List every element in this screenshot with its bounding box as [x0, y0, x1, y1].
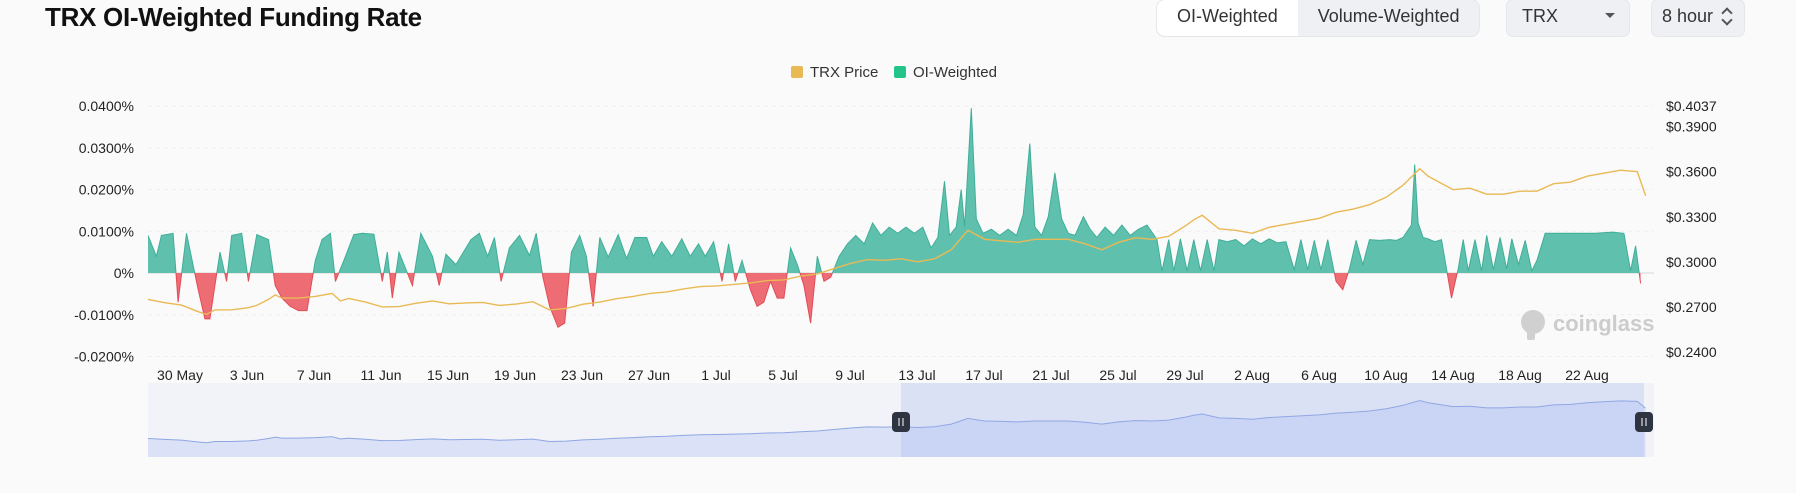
x-tick-label: 11 Jun: [361, 367, 402, 383]
x-tick-label: 29 Jul: [1166, 367, 1203, 383]
y-left-tick-label: 0.0400%: [79, 98, 134, 114]
tab-oi-weighted[interactable]: OI-Weighted: [1157, 0, 1298, 36]
coin-select[interactable]: TRX: [1507, 0, 1629, 36]
y-right-tick-label: $0.3600: [1666, 164, 1717, 180]
interval-stepper[interactable]: 8 hour: [1652, 0, 1744, 36]
oi-weighted-line-positive: [148, 108, 1640, 273]
x-tick-label: 19 Jun: [494, 367, 536, 383]
coinglass-logo-icon: [1527, 330, 1535, 340]
x-tick-label: 27 Jun: [628, 367, 670, 383]
y-right-tick-label: $0.3900: [1666, 119, 1717, 135]
y-right-tick-label: $0.2700: [1666, 299, 1717, 315]
y-left-tick-label: -0.0100%: [74, 307, 134, 323]
x-tick-label: 13 Jul: [898, 367, 935, 383]
range-navigator: [147, 383, 1654, 457]
x-tick-label: 22 Aug: [1565, 367, 1609, 383]
x-tick-label: 10 Aug: [1364, 367, 1408, 383]
y-left-tick-label: 0.0200%: [79, 182, 134, 198]
y-right-tick-label: $0.4037: [1666, 98, 1717, 114]
y-left-tick-label: 0.0100%: [79, 223, 134, 239]
legend-label: OI-Weighted: [913, 64, 997, 81]
x-tick-label: 6 Aug: [1301, 367, 1337, 383]
x-tick-label: 25 Jul: [1099, 367, 1136, 383]
x-tick-label: 18 Aug: [1498, 367, 1542, 383]
navigator-selection: [901, 383, 1644, 457]
x-tick-label: 1 Jul: [701, 367, 731, 383]
axes: 0.0400% 0.0300% 0.0200% 0.0100% 0% -0.0100% -0…: [74, 98, 1717, 383]
chart-legend: TRX Price OI-Weighted: [791, 64, 997, 81]
x-tick-label: 7 Jun: [297, 367, 331, 383]
tab-volume-weighted[interactable]: Volume-Weighted: [1297, 0, 1480, 36]
y-left-tick-label: -0.0200%: [74, 349, 134, 365]
x-tick-label: 21 Jul: [1032, 367, 1069, 383]
x-tick-label: 30 May: [157, 367, 203, 383]
y-right-tick-label: $0.3000: [1666, 254, 1717, 270]
x-tick-label: 9 Jul: [835, 367, 865, 383]
page-title: TRX OI-Weighted Funding Rate: [45, 2, 422, 32]
x-tick-label: 3 Jun: [230, 367, 264, 383]
legend-label: TRX Price: [810, 64, 878, 81]
y-right-tick-label: $0.3300: [1666, 209, 1717, 225]
coin-select-value: TRX: [1522, 6, 1558, 26]
navigator-handle-left[interactable]: [892, 412, 910, 432]
x-tick-label: 15 Jun: [427, 367, 469, 383]
oi-weighted-negative-area: [148, 273, 1641, 328]
series-layer: [147, 108, 1647, 329]
y-left-tick-label: 0.0300%: [79, 140, 134, 156]
x-tick-label: 14 Aug: [1431, 367, 1475, 383]
x-tick-label: 2 Aug: [1234, 367, 1270, 383]
coinglass-watermark: coinglass: [1521, 310, 1654, 340]
legend-swatch-trx-price: [791, 66, 803, 78]
y-right-tick-label: $0.2400: [1666, 344, 1717, 360]
legend-swatch-oi-weighted: [894, 66, 906, 78]
y-left-tick-label: 0%: [114, 265, 134, 281]
chevron-down-icon: [1605, 13, 1615, 18]
weighting-toggle: OI-Weighted Volume-Weighted: [1157, 0, 1480, 36]
x-tick-label: 23 Jun: [561, 367, 603, 383]
coinglass-wordmark: coinglass: [1553, 311, 1654, 336]
coinglass-logo-icon: [1521, 310, 1545, 334]
oi-weighted-positive-area: [148, 108, 1641, 273]
x-tick-label: 5 Jul: [768, 367, 798, 383]
x-tick-label: 17 Jul: [965, 367, 1002, 383]
trx-price-line: [147, 167, 1647, 316]
navigator-handle-right[interactable]: [1635, 412, 1653, 432]
interval-value: 8 hour: [1662, 6, 1714, 26]
